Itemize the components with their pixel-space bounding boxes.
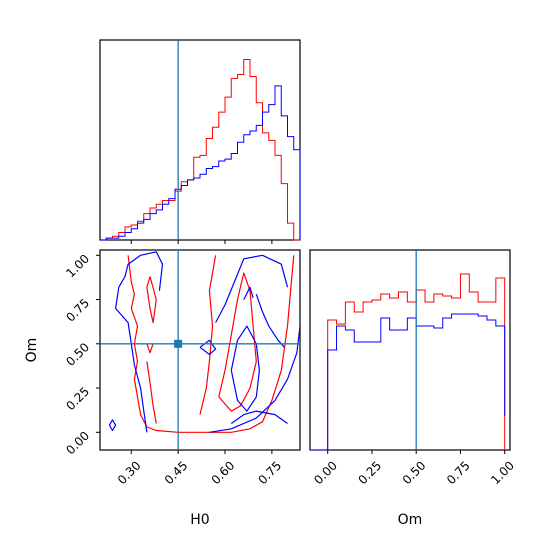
om-x-tick-label-4: 1.00 xyxy=(488,458,517,487)
h0-histogram-group xyxy=(100,40,301,244)
joint-truth-marker xyxy=(174,339,183,348)
om-marginal-panel xyxy=(309,249,511,451)
om-x-tick-label-2: 0.50 xyxy=(400,458,429,487)
joint-y-tick-label-3: 0.75 xyxy=(63,296,92,325)
contour-line-1-4 xyxy=(199,339,217,355)
contour-line-1-0 xyxy=(114,251,164,433)
joint-y-tick-label-1: 0.25 xyxy=(63,384,92,413)
contour-line-0-1 xyxy=(218,272,257,412)
contour-line-0-2 xyxy=(199,255,217,415)
contour-line-0-3 xyxy=(146,276,157,324)
contour-line-1-3 xyxy=(230,325,260,412)
h0-marginal-panel xyxy=(99,39,301,241)
contour-line-1-6 xyxy=(255,294,285,348)
contour-line-0-4 xyxy=(146,343,154,354)
y-axis-label-om: Om xyxy=(24,338,40,363)
contour-line-1-5 xyxy=(243,286,254,300)
om-x-tick-label-3: 0.75 xyxy=(444,458,473,487)
contour-line-0-0 xyxy=(127,255,295,433)
x-axis-label-h0: H0 xyxy=(190,512,209,528)
joint-y-tick-label-2: 0.50 xyxy=(63,340,92,369)
contour-line-1-2 xyxy=(215,254,289,323)
contour-line-1-1 xyxy=(209,326,300,433)
contour-line-1-7 xyxy=(230,410,288,424)
joint-x-tick-label-0: 0.30 xyxy=(115,458,144,487)
h0-histogram-series-1 xyxy=(100,85,301,241)
om-histogram-series-1 xyxy=(310,313,506,451)
contour-line-0-5 xyxy=(146,361,157,424)
x-axis-label-om: Om xyxy=(398,512,423,528)
joint-x-tick-label-3: 0.75 xyxy=(255,458,284,487)
joint-y-tick-label-4: 1.00 xyxy=(63,252,92,281)
h0-histogram-series-0 xyxy=(100,59,300,241)
joint-y-tick-label-0: 0.00 xyxy=(63,429,92,458)
joint-x-tick-label-1: 0.45 xyxy=(162,458,191,487)
joint-contour-group: 0.30 0.45 0.60 0.75 0.00 0.25 0.50 0.75 1.00 xyxy=(63,250,300,487)
om-x-tick-label-1: 0.25 xyxy=(355,458,384,487)
om-histogram-group: 0.00 0.25 0.50 0.75 1.00 xyxy=(310,250,517,487)
contour-line-1-8 xyxy=(108,419,117,432)
joint-contour-lines xyxy=(108,251,300,433)
joint-x-tick-label-2: 0.60 xyxy=(209,458,238,487)
joint-panel xyxy=(99,249,301,451)
om-x-tick-label-0: 0.00 xyxy=(311,458,340,487)
